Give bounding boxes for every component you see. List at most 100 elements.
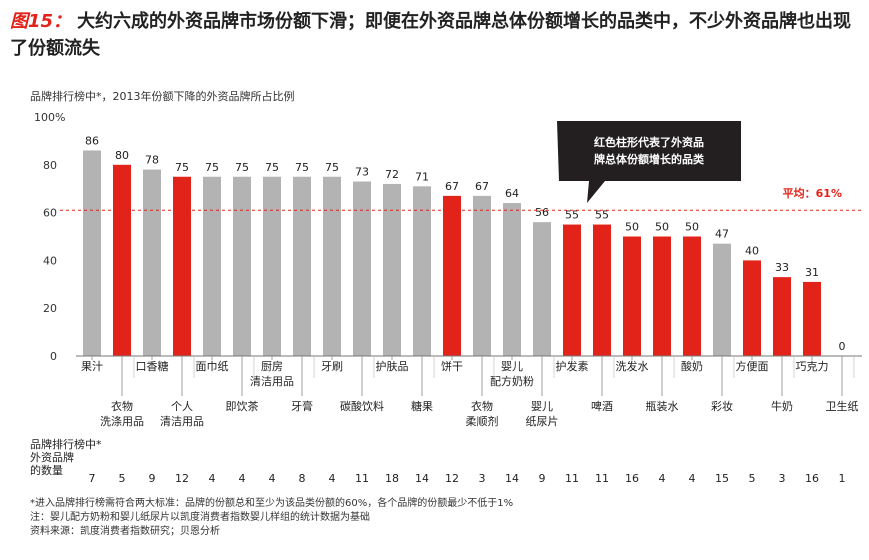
category-label: 衣物 xyxy=(471,399,493,413)
category-label: 彩妆 xyxy=(711,400,733,413)
bar-value-label: 67 xyxy=(445,180,459,193)
brand-count-value: 3 xyxy=(779,472,786,485)
category-label: 衣物 xyxy=(111,399,133,413)
brand-count-value: 5 xyxy=(119,472,126,485)
y-tick-label: 60 xyxy=(43,207,57,220)
brand-count-caption: 品牌排行榜中* xyxy=(30,437,102,451)
category-label: 牛奶 xyxy=(771,399,793,413)
category-label: 糖果 xyxy=(411,399,433,413)
category-label: 即饮茶 xyxy=(226,400,259,413)
category-label: 巧克力 xyxy=(796,360,829,373)
category-label: 清洁用品 xyxy=(160,415,204,428)
category-label: 纸尿片 xyxy=(526,415,559,428)
y-tick-label: 80 xyxy=(43,159,57,172)
y-tick-label: 40 xyxy=(43,254,57,267)
bar-value-label: 86 xyxy=(85,134,99,147)
figure-title: 大约六成的外资品牌市场份额下滑；即便在外资品牌总体份额增长的品类中，不少外资品牌… xyxy=(10,11,852,59)
callout-text: 红色柱形代表了外资品 xyxy=(594,135,704,149)
brand-count-value: 8 xyxy=(299,472,306,485)
brand-count-value: 11 xyxy=(355,472,369,485)
bar xyxy=(593,224,611,356)
brand-count-value: 16 xyxy=(805,472,819,485)
brand-count-value: 4 xyxy=(689,472,696,485)
category-label: 个人 xyxy=(171,400,193,413)
category-label: 洗发水 xyxy=(616,359,649,373)
bar-value-label: 50 xyxy=(625,221,639,234)
bar-value-label: 55 xyxy=(565,209,579,222)
brand-count-value: 4 xyxy=(269,472,276,485)
y-tick-label: 20 xyxy=(43,302,57,315)
footnote-criteria: *进入品牌排行榜需符合两大标准：品牌的份额总和至少为该品类份额的60%，各个品牌… xyxy=(30,498,514,509)
bar xyxy=(323,176,341,356)
bar-value-label: 47 xyxy=(715,228,729,241)
category-label: 婴儿 xyxy=(501,360,523,373)
brand-count-value: 14 xyxy=(415,472,429,485)
brand-count-value: 14 xyxy=(505,472,519,485)
bar xyxy=(473,195,491,356)
bar xyxy=(563,224,581,356)
category-label: 婴儿 xyxy=(531,400,553,413)
category-label: 方便面 xyxy=(736,359,769,373)
brand-count-value: 1 xyxy=(839,472,846,485)
bar-value-label: 73 xyxy=(355,166,369,179)
bar-value-label: 0 xyxy=(839,340,846,353)
brand-count-value: 18 xyxy=(385,472,399,485)
category-label: 碳酸饮料 xyxy=(340,399,384,413)
bar xyxy=(233,176,251,356)
footnote-note: 注：婴儿配方奶粉和婴儿纸尿片以凯度消费者指数婴儿样组的统计数据为基础 xyxy=(30,512,370,523)
bar-value-label: 50 xyxy=(655,221,669,234)
bar-value-label: 72 xyxy=(385,168,399,181)
category-label: 牙刷 xyxy=(321,360,343,373)
bar-value-label: 56 xyxy=(535,206,549,219)
figure-label: 图15： xyxy=(10,11,72,32)
category-label: 瓶装水 xyxy=(646,399,679,413)
brand-count-value: 4 xyxy=(659,472,666,485)
figure-title-block: 图15： 大约六成的外资品牌市场份额下滑；即便在外资品牌总体份额增长的品类中，不少… xyxy=(10,8,860,62)
brand-count-value: 4 xyxy=(329,472,336,485)
chart-subtitle: 品牌排行榜中*，2013年份额下降的外资品牌所占比例 xyxy=(30,89,295,103)
brand-count-value: 11 xyxy=(595,472,609,485)
bar-value-label: 55 xyxy=(595,209,609,222)
bar-value-label: 75 xyxy=(175,161,189,174)
brand-count-value: 9 xyxy=(149,472,156,485)
bar xyxy=(623,236,641,356)
brand-count-value: 9 xyxy=(539,472,546,485)
bar-value-label: 75 xyxy=(205,161,219,174)
category-label: 护发素 xyxy=(556,359,589,373)
category-label: 果汁 xyxy=(81,360,103,373)
category-label: 清洁用品 xyxy=(250,375,294,388)
bar xyxy=(353,181,371,356)
bar xyxy=(743,260,761,356)
y-tick-label: 100% xyxy=(34,111,65,124)
bar-value-label: 78 xyxy=(145,154,159,167)
bar xyxy=(293,176,311,356)
category-label: 配方奶粉 xyxy=(490,374,534,388)
bar xyxy=(653,236,671,356)
bar xyxy=(413,186,431,356)
category-label: 洗涤用品 xyxy=(100,414,144,428)
brand-count-value: 11 xyxy=(565,472,579,485)
brand-count-value: 4 xyxy=(239,472,246,485)
brand-count-value: 4 xyxy=(209,472,216,485)
category-label: 口香糖 xyxy=(136,359,169,373)
bar xyxy=(143,169,161,356)
bar xyxy=(203,176,221,356)
brand-count-value: 16 xyxy=(625,472,639,485)
brand-count-value: 5 xyxy=(749,472,756,485)
brand-count-value: 12 xyxy=(175,472,189,485)
brand-count-caption: 外资品牌 xyxy=(30,450,74,464)
brand-count-value: 3 xyxy=(479,472,486,485)
bar xyxy=(503,203,521,356)
bar xyxy=(263,176,281,356)
category-label: 面巾纸 xyxy=(196,359,229,373)
callout-text: 牌总体份额增长的品类 xyxy=(594,152,705,166)
brand-count-value: 7 xyxy=(89,472,96,485)
bar xyxy=(773,277,791,356)
bar xyxy=(803,281,821,356)
bar-value-label: 33 xyxy=(775,261,789,274)
footnote-source: 资料来源：凯度消费者指数研究；贝恩分析 xyxy=(30,526,220,537)
bar-value-label: 75 xyxy=(265,161,279,174)
bar xyxy=(713,243,731,356)
category-label: 酸奶 xyxy=(681,359,703,373)
